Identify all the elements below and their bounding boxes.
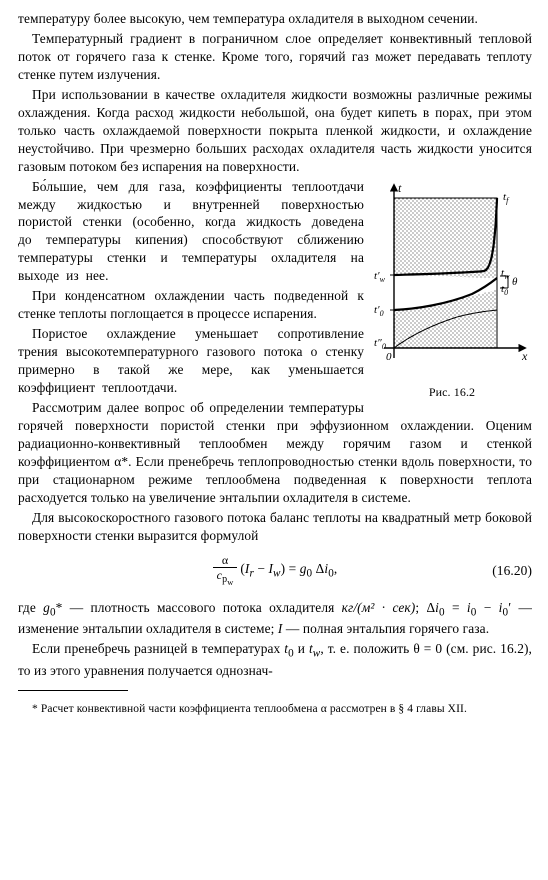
paragraph: При использовании в качестве охладителя … [18,86,532,176]
paragraph: температуру более высокую, чем температу… [18,10,532,28]
y-axis-label: t [398,181,402,195]
label-theta: θ [512,276,518,288]
footnote-rule [18,690,128,691]
paragraph: Рассмотрим далее вопрос об определении т… [18,399,532,507]
paragraph: где g0* — плотность массового потока охл… [18,599,532,639]
label-tf: tf [503,191,510,205]
label-t0pp: t″0 [374,337,386,351]
paragraph-text: При использовании в качестве охладителя … [18,87,532,174]
label-t0p: t′0 [374,304,384,318]
footnote: * Расчет конвективной части коэффициента… [18,702,532,717]
fraction-denominator: cpw [213,568,238,588]
figure-caption: Рис. 16.2 [372,384,532,400]
figure-svg: t x 0 tf tw t0 θ t′w t′0 t″0 [372,180,532,380]
fraction-numerator: α [213,554,238,568]
label-twp: t′w [374,270,386,284]
equation-16-20: α cpw (Ir − Iw) = g0 Δi0, (16.20) [18,549,532,593]
label-t0: t0 [501,283,508,297]
label-tw: tw [501,267,510,281]
paragraph: Температурный градиент в пограничном сло… [18,30,532,84]
paragraph: Для высокоскоростного газового потока ба… [18,509,532,545]
x-axis-label: x [521,349,528,363]
equation-number: (16.20) [492,562,532,580]
equation-fraction: α cpw [213,554,238,588]
page: температуру более высокую, чем температу… [18,10,532,729]
origin-label: 0 [386,351,392,363]
equation-body: (Ir − Iw) = g0 Δi0, [240,560,337,582]
figure-16-2: t x 0 tf tw t0 θ t′w t′0 t″0 Рис. 16.2 [372,180,532,400]
paragraph: Если пренебречь разницей в температурах … [18,640,532,680]
